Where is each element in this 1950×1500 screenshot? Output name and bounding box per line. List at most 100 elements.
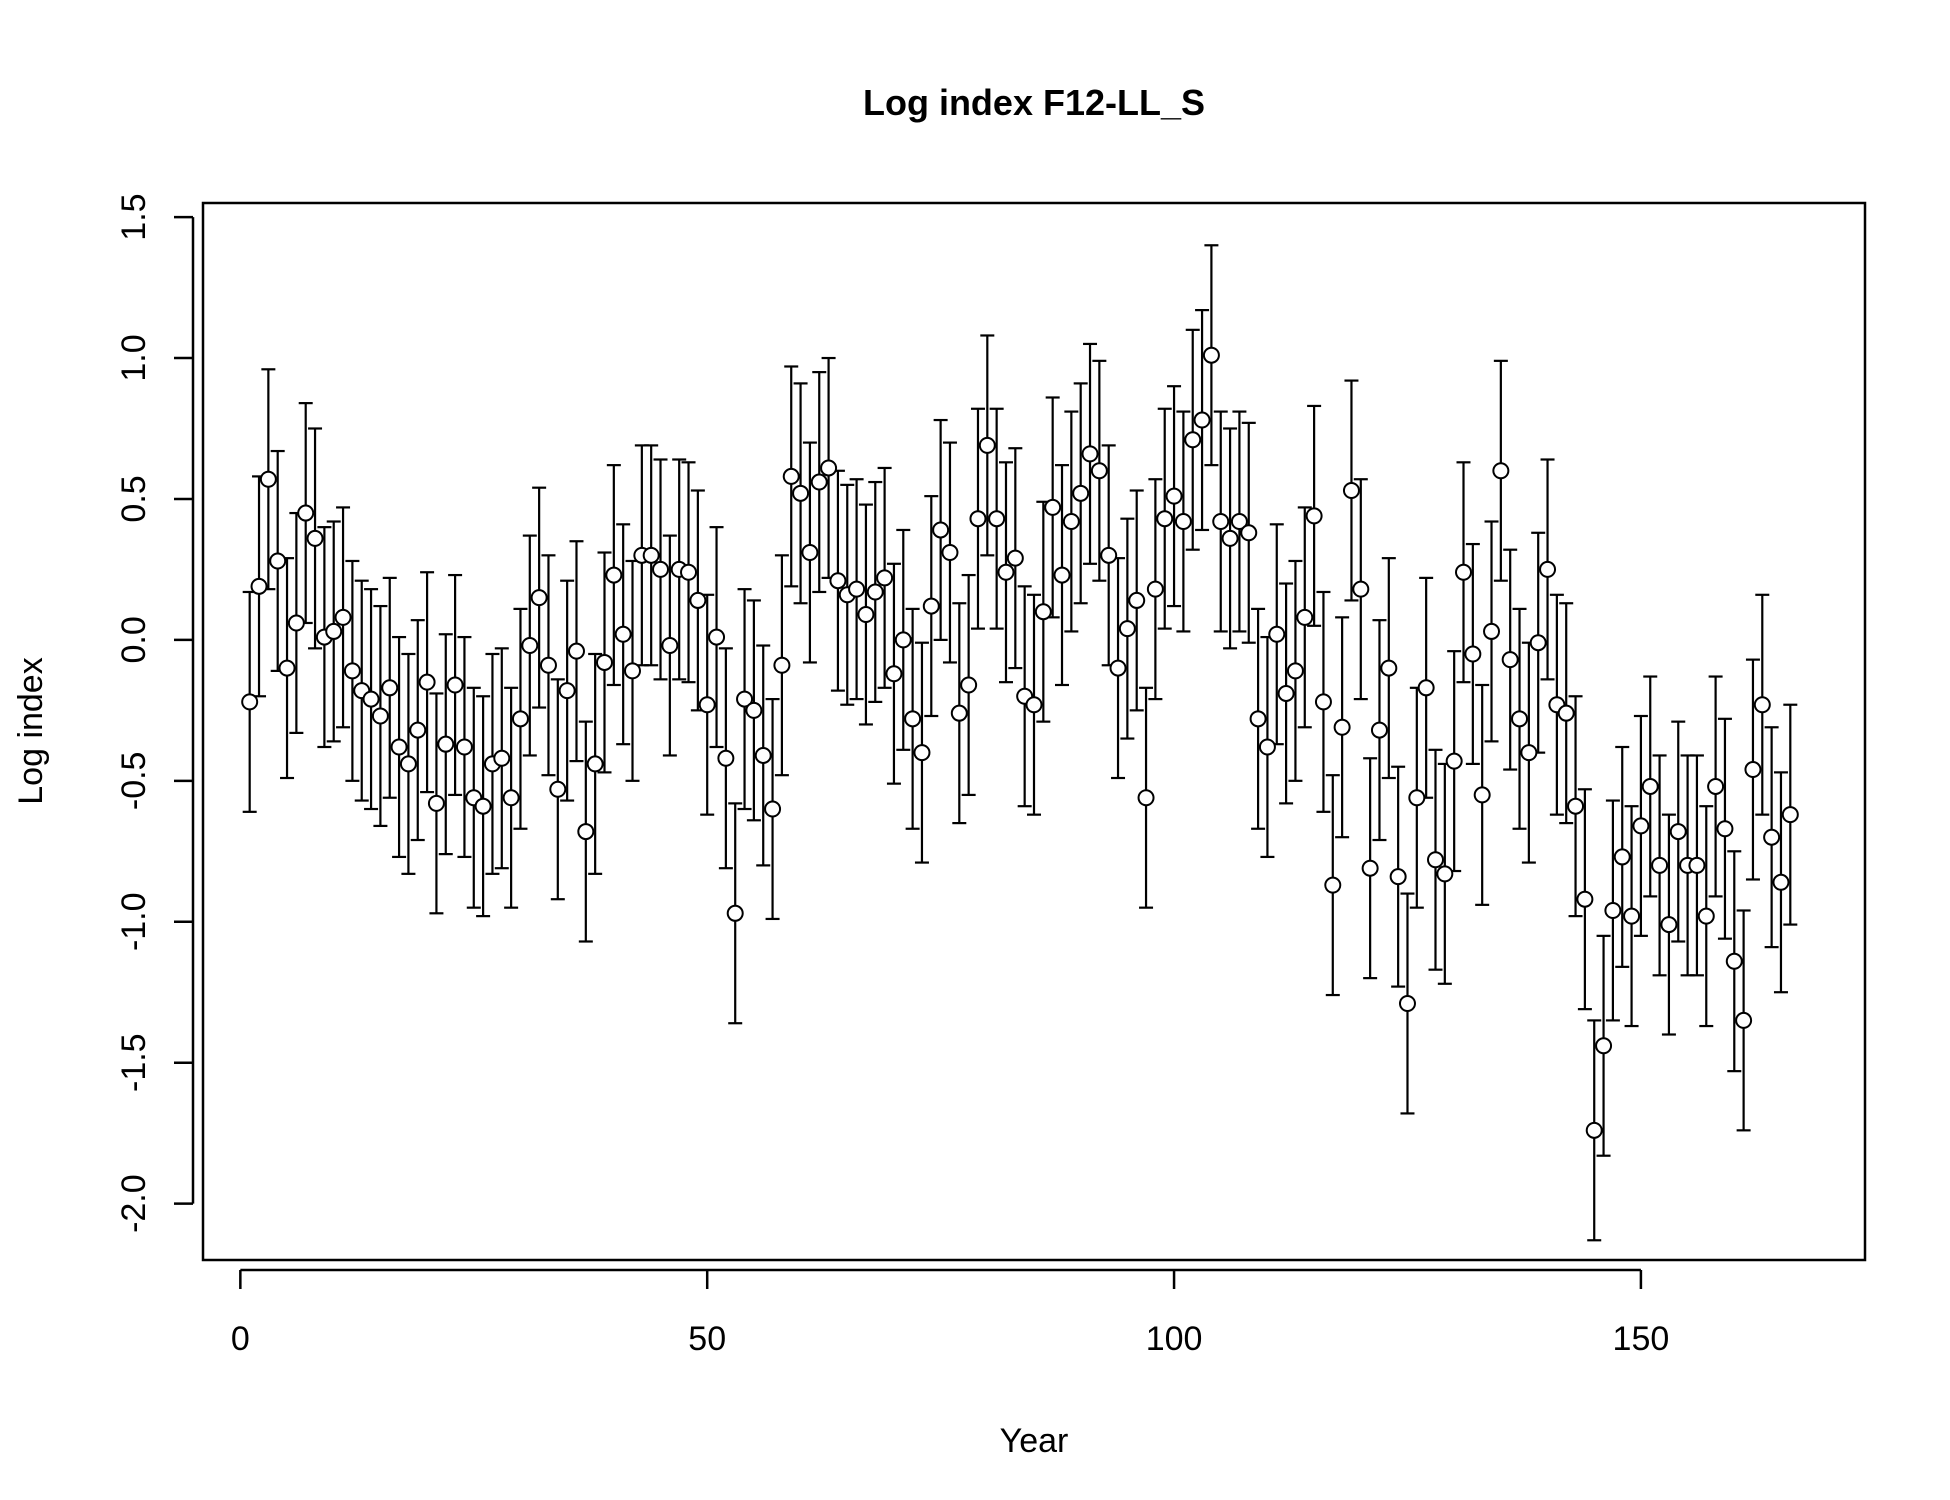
data-point: [1651, 856, 1669, 874]
data-point: [652, 560, 670, 578]
data-point: [1473, 786, 1491, 804]
data-point: [1333, 718, 1351, 736]
data-point: [1688, 856, 1706, 874]
data-point: [1324, 876, 1342, 894]
data-point: [1081, 445, 1099, 463]
data-point: [595, 653, 613, 671]
data-point: [1221, 529, 1239, 547]
data-point: [922, 597, 940, 615]
data-point: [736, 690, 754, 708]
data-point: [913, 744, 931, 762]
data-point: [1408, 789, 1426, 807]
data-point: [904, 710, 922, 728]
data-point: [661, 637, 679, 655]
data-point: [1296, 608, 1314, 626]
data-point: [1380, 659, 1398, 677]
data-point: [1613, 848, 1631, 866]
data-point: [1044, 498, 1062, 516]
y-tick-label: -2.0: [115, 1174, 153, 1233]
data-point: [1212, 513, 1230, 531]
data-point: [1641, 777, 1659, 795]
data-point: [1669, 823, 1687, 841]
data-point: [997, 563, 1015, 581]
error-bars: [242, 244, 1798, 1242]
data-point: [586, 755, 604, 773]
data-point: [866, 583, 884, 601]
data-point: [820, 459, 838, 477]
data-point: [1128, 591, 1146, 609]
data-point: [1436, 865, 1454, 883]
data-point: [932, 521, 950, 539]
data-point: [1184, 431, 1202, 449]
data-point: [1455, 563, 1473, 581]
data-point: [792, 484, 810, 502]
data-point: [624, 662, 642, 680]
data-point: [726, 904, 744, 922]
data-point: [381, 679, 399, 697]
y-tick-label: 0.0: [115, 616, 153, 663]
data-point: [1109, 659, 1127, 677]
data-point: [698, 696, 716, 714]
data-point: [297, 504, 315, 522]
data-points: [241, 346, 1799, 1139]
data-point: [848, 580, 866, 598]
data-point: [1464, 645, 1482, 663]
data-point: [1062, 513, 1080, 531]
data-point: [1557, 704, 1575, 722]
data-point: [1277, 684, 1295, 702]
data-point: [1781, 806, 1799, 824]
x-tick-label: 50: [688, 1320, 726, 1358]
data-point: [1483, 622, 1501, 640]
data-point: [511, 710, 529, 728]
data-point: [409, 721, 427, 739]
data-point: [1445, 752, 1463, 770]
data-point: [241, 693, 259, 711]
data-point: [1118, 620, 1136, 638]
y-axis: -2.0 -1.5 -1.0 -0.5 0.0 0.5 1.0 1.5: [115, 193, 195, 1233]
data-point: [717, 749, 735, 767]
data-point: [708, 628, 726, 646]
data-point: [829, 572, 847, 590]
data-point: [1623, 907, 1641, 925]
data-point: [1352, 580, 1370, 598]
data-point: [343, 662, 361, 680]
data-point: [1314, 693, 1332, 711]
data-point: [539, 656, 557, 674]
data-point: [437, 735, 455, 753]
data-point: [950, 704, 968, 722]
data-point: [1137, 789, 1155, 807]
data-point: [894, 631, 912, 649]
data-point: [1370, 721, 1388, 739]
data-point: [969, 510, 987, 528]
y-axis-label: Log index: [12, 657, 50, 804]
data-point: [1072, 484, 1090, 502]
y-tick-label: 1.5: [115, 193, 153, 240]
chart-title: Log index F12-LL_S: [863, 82, 1205, 123]
data-point: [1744, 761, 1762, 779]
y-tick-label: 0.5: [115, 475, 153, 522]
y-tick-label: -1.5: [115, 1033, 153, 1092]
data-point: [1763, 828, 1781, 846]
data-point: [1725, 952, 1743, 970]
data-point: [269, 552, 287, 570]
data-point: [1146, 580, 1164, 598]
data-point: [334, 608, 352, 626]
data-point: [1398, 995, 1416, 1013]
data-point: [754, 746, 772, 764]
data-point: [521, 637, 539, 655]
data-point: [988, 510, 1006, 528]
data-point: [745, 701, 763, 719]
data-point: [493, 749, 511, 767]
x-tick-label: 100: [1146, 1320, 1203, 1358]
data-point: [1240, 524, 1258, 542]
data-point: [801, 544, 819, 562]
data-point: [1707, 777, 1725, 795]
data-point: [1090, 462, 1108, 480]
data-point: [1389, 868, 1407, 886]
y-tick-label: -0.5: [115, 752, 153, 811]
data-point: [1230, 513, 1248, 531]
y-tick-label: 1.0: [115, 334, 153, 381]
data-point: [1361, 859, 1379, 877]
data-point: [1492, 462, 1510, 480]
